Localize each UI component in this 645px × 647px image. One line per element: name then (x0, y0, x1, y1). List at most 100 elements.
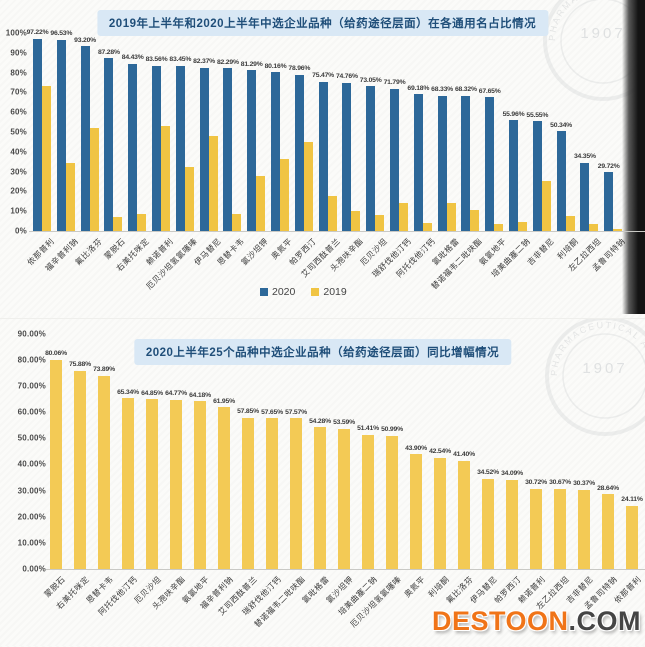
bar-2019 (113, 216, 123, 231)
stamp-year-text: 1907 (582, 360, 627, 377)
value-label: 83.56% (145, 56, 168, 64)
legend-swatch-2019-icon (311, 288, 320, 296)
bar-2019 (161, 126, 170, 231)
bar-同比增幅 (554, 488, 566, 569)
y-axis-tick: 50% (10, 127, 27, 137)
value-label: 57.85% (237, 408, 259, 416)
value-label: 83.45% (169, 56, 192, 64)
bar-同比增幅 (242, 417, 254, 569)
value-label: 43.90% (405, 444, 427, 452)
bar-2019 (65, 162, 75, 231)
bar-2019 (446, 203, 456, 231)
value-label: 57.65% (261, 408, 283, 416)
y-axis-tick: 40.00% (17, 459, 46, 469)
legend-item-2020: 2020 (260, 286, 295, 298)
bar-2019 (589, 223, 599, 231)
value-label: 24.11% (621, 496, 643, 504)
bar-同比增幅 (74, 370, 86, 569)
value-label: 93.20% (74, 36, 97, 44)
bar-2019 (399, 203, 408, 231)
value-label: 64.85% (141, 389, 163, 397)
bar-同比增幅 (578, 489, 590, 569)
y-axis-tick: 40% (10, 147, 27, 157)
bar-2020 (342, 82, 352, 231)
value-label: 73.89% (93, 366, 115, 374)
association-stamp-icon: PHARMACEUTICAL ASSO 1907 (545, 319, 645, 436)
value-label: 29.72% (597, 162, 620, 170)
value-label: 53.59% (333, 419, 355, 427)
value-label: 64.18% (189, 391, 211, 399)
bar-同比增幅 (290, 418, 302, 569)
y-axis-tick: 50.00% (17, 433, 46, 443)
bar-2020 (152, 65, 161, 231)
bar-2020 (271, 72, 280, 231)
bar-同比增幅 (50, 359, 62, 569)
y-axis-tick: 10.00% (17, 538, 46, 548)
value-label: 34.09% (501, 470, 523, 478)
value-label: 64.77% (165, 390, 187, 398)
value-label: 34.52% (477, 469, 499, 477)
watermark-brand: DESTOON (431, 606, 569, 636)
bar-2020 (604, 172, 614, 231)
value-label: 30.67% (549, 479, 571, 487)
bar-同比增幅 (98, 375, 110, 569)
bar-2019 (327, 196, 337, 231)
bar-同比增幅 (218, 407, 230, 569)
value-label: 54.28% (309, 417, 331, 425)
value-label: 69.18% (407, 84, 430, 92)
bar-同比增幅 (146, 399, 158, 569)
value-label: 96.53% (50, 30, 73, 38)
value-label: 42.54% (429, 448, 451, 456)
bar-2019 (541, 181, 551, 231)
bar-2019 (256, 176, 266, 231)
y-axis-tick: 90% (10, 48, 27, 58)
bar-2020 (318, 81, 328, 231)
bar-2020 (199, 67, 209, 231)
bar-2020 (509, 120, 518, 231)
bar-同比增幅 (194, 401, 206, 569)
bar-2019 (280, 159, 289, 231)
value-label: 51.41% (357, 425, 379, 433)
bar-2019 (42, 86, 51, 231)
y-axis-tick: 100% (5, 28, 27, 38)
value-label: 68.32% (454, 86, 477, 94)
bar-同比增幅 (314, 427, 326, 569)
y-axis-tick: 80% (10, 68, 27, 78)
value-label: 78.96% (288, 65, 311, 73)
value-label: 73.05% (359, 76, 382, 84)
y-axis-tick: 80.00% (17, 355, 46, 365)
bar-2019 (137, 214, 147, 231)
bar-同比增幅 (362, 434, 374, 569)
bar-同比增幅 (266, 418, 278, 569)
y-axis-tick: 0.00% (22, 564, 46, 574)
value-label: 55.55% (526, 111, 549, 119)
bar-2020 (128, 63, 138, 231)
value-label: 97.22% (26, 29, 49, 36)
bar-2020 (247, 70, 257, 231)
bar-2019 (184, 166, 194, 231)
value-label: 80.06% (45, 350, 67, 358)
y-axis-tick: 10% (10, 206, 27, 216)
value-label: 84.43% (121, 54, 144, 62)
value-label: 71.79% (383, 79, 406, 87)
bar-2019 (565, 215, 575, 231)
value-label: 34.35% (573, 153, 596, 161)
bar-2020 (104, 58, 114, 231)
value-label: 30.72% (525, 479, 547, 487)
bar-2019 (613, 228, 623, 231)
bar-2020 (390, 88, 399, 231)
y-axis-tick: 70.00% (17, 381, 46, 391)
value-label: 82.37% (193, 58, 216, 66)
y-axis-tick: 70% (10, 87, 27, 97)
bar-2019 (351, 211, 361, 231)
top-chart-title: 2019年上半年和2020上半年中选企业品种（给药途径层面）在各通用名占比情况 (96, 10, 549, 36)
top-chart-section: PHARMACEUTICAL ASSO 1907 2019年上半年和2020上半… (0, 0, 645, 314)
value-label: 74.76% (335, 73, 358, 81)
bar-2020 (556, 131, 566, 231)
bar-2020 (437, 95, 447, 231)
bar-2019 (375, 214, 385, 231)
x-axis-line (29, 231, 645, 232)
bar-同比增幅 (530, 488, 542, 569)
value-label: 28.64% (597, 484, 619, 492)
